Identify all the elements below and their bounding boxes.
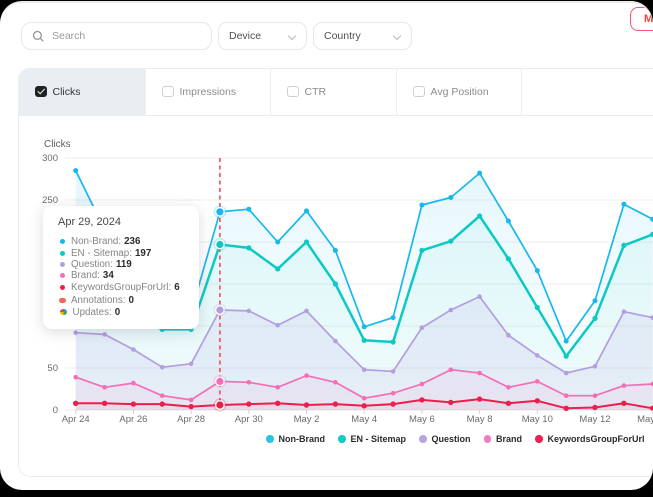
svg-text:Apr 28: Apr 28 xyxy=(177,414,205,425)
svg-text:May 2: May 2 xyxy=(294,414,320,425)
svg-text:May 4: May 4 xyxy=(351,414,377,425)
svg-text:250: 250 xyxy=(42,195,58,206)
svg-text:300: 300 xyxy=(42,153,58,164)
svg-text:May 6: May 6 xyxy=(409,414,435,425)
svg-text:May 10: May 10 xyxy=(522,414,553,425)
svg-text:Apr 24: Apr 24 xyxy=(62,414,90,425)
svg-text:50: 50 xyxy=(47,363,58,374)
svg-text:May 14: May 14 xyxy=(637,414,653,425)
svg-text:Apr 26: Apr 26 xyxy=(119,414,147,425)
svg-text:Apr 30: Apr 30 xyxy=(235,414,263,425)
svg-text:0: 0 xyxy=(53,405,58,416)
svg-text:May 8: May 8 xyxy=(467,414,493,425)
svg-text:May 12: May 12 xyxy=(579,414,610,425)
